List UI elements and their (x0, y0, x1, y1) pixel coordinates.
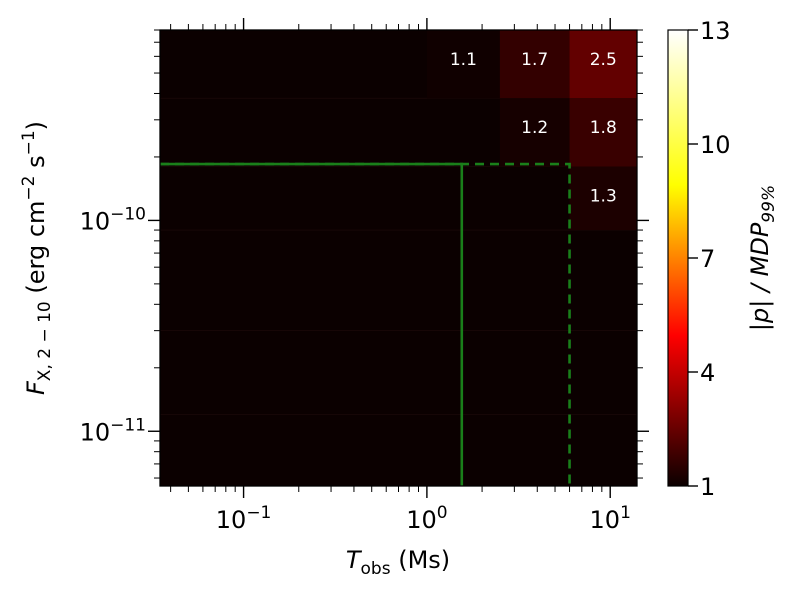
colorbar-tick-label: 4 (700, 359, 715, 387)
colorbar-tick-label: 1 (700, 473, 715, 501)
cell-value-label: 2.5 (590, 50, 617, 70)
y-tick-label: 10−11 (80, 415, 146, 446)
axes: 10−1 100 101 10−11 10−10 (80, 18, 649, 534)
cell-value-label: 1.8 (590, 118, 617, 138)
heatmap-cell (426, 30, 500, 99)
y-axis-title: FX, 2 − 10 (erg cm−2 s−1) (19, 121, 55, 395)
threshold-lines (160, 162, 571, 486)
cell-value-label: 1.1 (450, 50, 477, 70)
colorbar-tick-label: 10 (700, 131, 731, 159)
heatmap-cell (499, 98, 570, 167)
cell-value-label: 1.3 (590, 187, 617, 207)
x-tick-label: 101 (590, 503, 631, 534)
x-axis-title: Tobs (Ms) (346, 546, 450, 579)
x-tick-label: 10−1 (216, 503, 272, 534)
colorbar: 1 4 7 10 13 (667, 17, 731, 501)
heatmap-cell (569, 98, 637, 167)
heatmap-cell (569, 30, 637, 99)
heatmap-cell (499, 30, 570, 99)
heatmap-cell (569, 166, 637, 231)
colorbar-title: |p| / MDP99% (746, 185, 779, 331)
colorbar-tick-label: 7 (700, 245, 715, 273)
y-tick-label: 10−10 (80, 204, 146, 235)
colorbar-gradient (667, 29, 689, 487)
colorbar-tick-label: 13 (700, 17, 731, 45)
threshold-line-dashed (160, 162, 571, 486)
cell-value-label: 1.2 (521, 118, 548, 138)
x-tick-label: 100 (406, 503, 447, 534)
cell-value-label: 1.7 (521, 50, 548, 70)
heatmap-cells: 1.1 1.7 2.5 1.2 1.8 1.3 (426, 30, 637, 231)
